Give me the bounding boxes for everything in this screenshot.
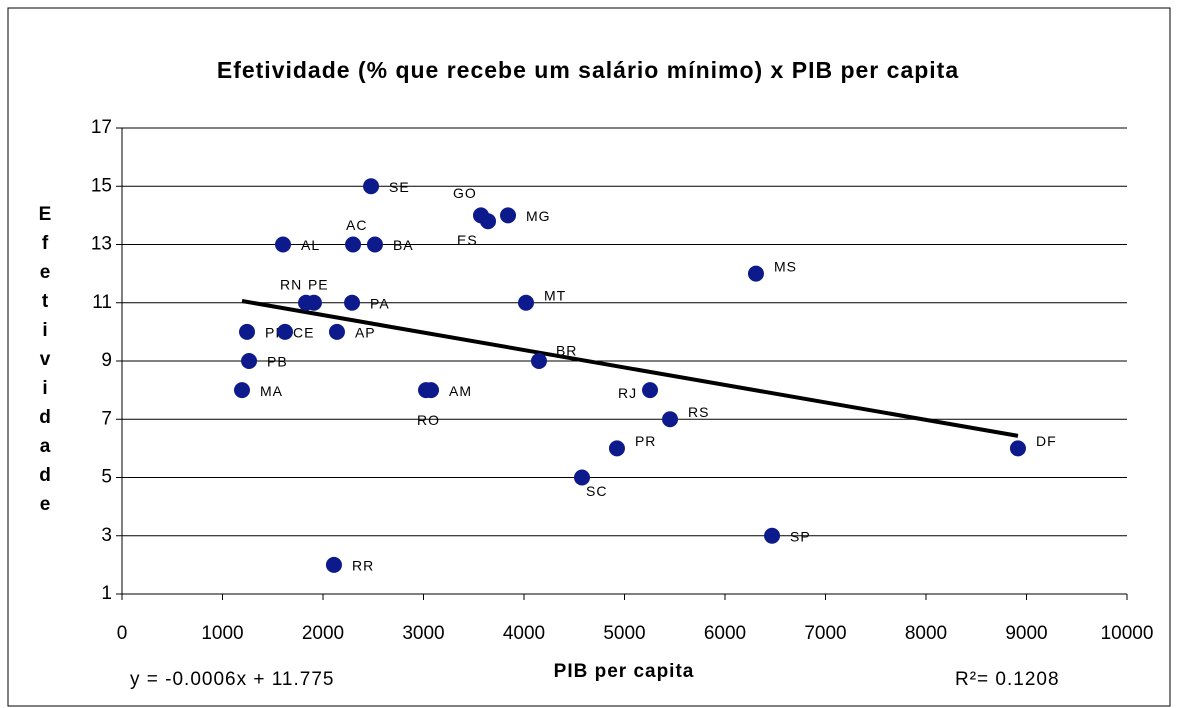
y-tick-label: 7 xyxy=(101,408,112,429)
point-label: AM xyxy=(449,383,472,399)
point-label: PB xyxy=(267,354,288,370)
y-tick-label: 15 xyxy=(91,175,112,196)
frame xyxy=(7,7,1171,707)
x-tick-label: 6000 xyxy=(704,623,746,644)
point-label: MA xyxy=(260,383,283,399)
point xyxy=(608,440,625,457)
point xyxy=(500,207,517,224)
point xyxy=(642,382,659,399)
chart-title: Efetividade (% que recebe um salário mín… xyxy=(217,57,959,83)
x-tick-label: 10000 xyxy=(1101,623,1154,644)
point-label: RJ xyxy=(618,385,637,401)
r-squared: R²= 0.1208 xyxy=(955,669,1060,690)
point-label: MT xyxy=(544,287,566,303)
point xyxy=(518,294,535,311)
x-tick-label: 4000 xyxy=(503,623,545,644)
x-tick-label: 5000 xyxy=(603,623,645,644)
point-label: GO xyxy=(453,185,477,201)
point-label: SE xyxy=(389,179,410,195)
point-label: CE xyxy=(293,325,314,341)
point xyxy=(239,323,256,340)
x-tick-label: 9000 xyxy=(1005,623,1047,644)
point xyxy=(366,236,383,253)
point xyxy=(241,353,258,369)
point-label: DF xyxy=(1036,433,1057,449)
point xyxy=(305,294,322,311)
x-tick-label: 8000 xyxy=(905,623,947,644)
point xyxy=(233,382,250,399)
trendline-equation: y = -0.0006x + 11.775 xyxy=(130,669,334,690)
y-tick-label: 9 xyxy=(101,350,112,371)
point-label: RR xyxy=(352,558,374,574)
point xyxy=(345,236,362,253)
point-label: MG xyxy=(526,208,551,224)
point-label: BR xyxy=(556,343,577,359)
point-label: AC xyxy=(346,217,367,233)
x-tick-label: 1000 xyxy=(201,623,243,644)
x-tick-label: 3000 xyxy=(402,623,444,644)
point xyxy=(530,353,547,369)
point xyxy=(363,178,380,195)
y-tick-label: 1 xyxy=(101,583,112,604)
trendline xyxy=(241,299,1019,438)
point xyxy=(344,294,361,311)
y-tick-label: 11 xyxy=(92,292,112,313)
point-label: PI xyxy=(265,325,280,341)
x-axis-title: PIB per capita xyxy=(554,661,695,682)
x-tick-label: 2000 xyxy=(302,623,344,644)
point xyxy=(480,213,497,230)
y-tick-label: 17 xyxy=(91,117,112,138)
point-label: SC xyxy=(586,483,607,499)
point-label: PR xyxy=(635,433,656,449)
point-label: BA xyxy=(393,237,414,253)
point xyxy=(275,236,292,253)
x-tick-label: 7000 xyxy=(804,623,846,644)
point xyxy=(662,411,679,428)
y-tick-label: 3 xyxy=(101,525,112,546)
point-label: MS xyxy=(774,258,797,274)
y-tick-label: 5 xyxy=(101,467,112,488)
point xyxy=(328,323,345,340)
point xyxy=(1009,440,1026,457)
point-label: ES xyxy=(457,232,478,248)
point-label: PE xyxy=(308,276,329,292)
point xyxy=(764,527,781,544)
point-label: RS xyxy=(688,404,709,420)
y-tick-label: 13 xyxy=(91,234,112,255)
point xyxy=(418,382,435,399)
point xyxy=(325,556,342,573)
point-label: AL xyxy=(301,237,320,253)
point-label: PA xyxy=(370,295,390,311)
point xyxy=(747,265,764,282)
point-label: SP xyxy=(790,528,811,544)
point xyxy=(277,323,294,340)
point xyxy=(573,469,590,486)
point-label: AP xyxy=(355,325,376,341)
x-tick-label: 0 xyxy=(117,623,128,644)
point-label: RO xyxy=(417,412,440,428)
point-label: RN xyxy=(280,276,302,292)
